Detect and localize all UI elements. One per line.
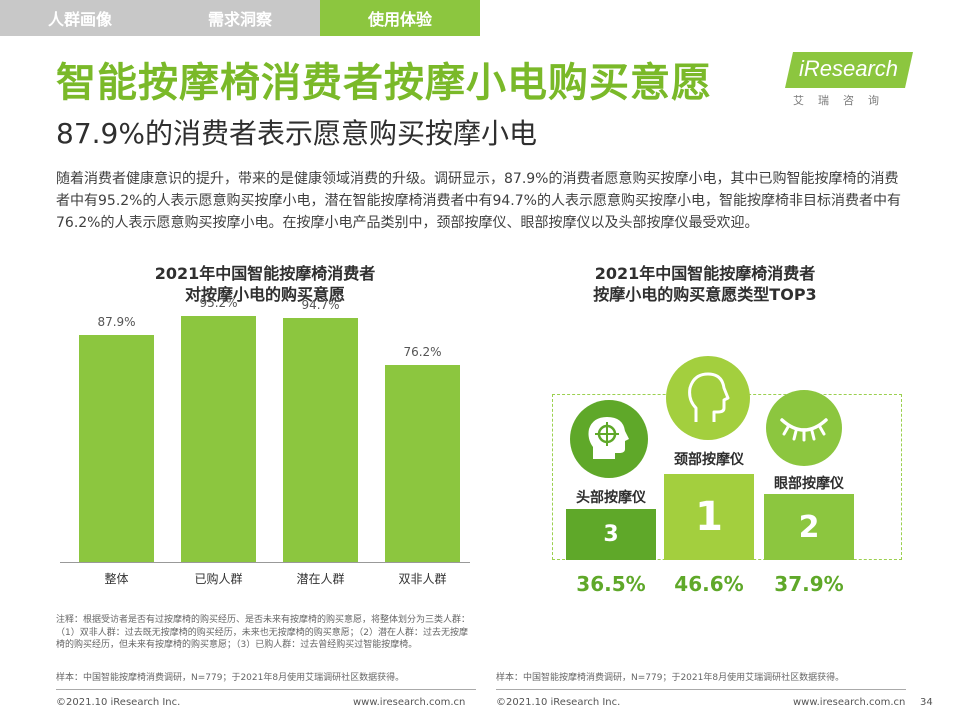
bar-category-label-2: 潜在人群	[296, 572, 345, 586]
logo-brand: iResearch	[799, 56, 899, 81]
tab-demand-insight[interactable]: 需求洞察	[160, 0, 320, 36]
chart-note: 注释：根据受访者是否有过按摩椅的购买经历、是否未来有按摩椅的购买意愿，将整体划分…	[56, 615, 471, 650]
podium-rank-2: 2	[764, 494, 854, 560]
footer-divider-left	[56, 689, 476, 690]
page-number: 34	[920, 697, 933, 708]
bar-value-label-2: 94.7%	[301, 297, 340, 312]
top3-title-line2: 按摩小电的购买意愿类型TOP3	[593, 285, 817, 304]
footer-copyright-right: ©2021.10 iResearch Inc.	[496, 697, 621, 708]
top3-item-head-pct: 36.5%	[576, 572, 646, 596]
section-nav: 人群画像 需求洞察 使用体验	[0, 0, 480, 36]
closed-eye-icon	[766, 390, 842, 466]
bar-category-label-1: 已购人群	[194, 572, 243, 586]
page-title: 智能按摩椅消费者按摩小电购买意愿	[56, 60, 712, 106]
logo-cn: 艾瑞咨询	[793, 94, 893, 107]
top3-item-eye-pct: 37.9%	[774, 572, 844, 596]
sample-note-right: 样本：中国智能按摩椅消费调研，N=779；于2021年8月使用艾瑞调研社区数据获…	[496, 673, 845, 683]
bar-value-label-3: 76.2%	[403, 345, 442, 360]
bar-1	[181, 316, 256, 562]
bar-chart-title: 2021年中国智能按摩椅消费者 对按摩小电的购买意愿	[100, 263, 430, 305]
podium-rank-3: 3	[566, 509, 656, 560]
bar-value-label-0: 87.9%	[97, 315, 136, 330]
iresearch-logo: iResearch 艾瑞咨询	[785, 50, 915, 110]
bar-2	[283, 317, 358, 562]
bar-chart-title-line1: 2021年中国智能按摩椅消费者	[154, 264, 376, 283]
bar-chart-title-line2: 对按摩小电的购买意愿	[184, 285, 345, 304]
podium-rank-1: 1	[664, 474, 754, 560]
bar-3	[385, 365, 460, 562]
summary-paragraph: 随着消费者健康意识的提升，带来的是健康领域消费的升级。调研显示，87.9%的消费…	[56, 171, 901, 231]
head-profile-icon	[666, 356, 750, 440]
rank-2-label: 2	[798, 509, 820, 545]
page-subtitle: 87.9%的消费者表示愿意购买按摩小电	[56, 117, 537, 150]
head-target-icon	[570, 400, 648, 478]
rank-3-label: 3	[603, 522, 619, 547]
logo-shape	[785, 52, 913, 88]
top3-item-head-name: 头部按摩仪	[576, 490, 646, 506]
bar-0	[79, 335, 154, 562]
top3-title-line1: 2021年中国智能按摩椅消费者	[594, 264, 816, 283]
footer-url-right: www.iresearch.com.cn	[793, 697, 906, 708]
footer-divider-right	[496, 689, 906, 690]
tab-usage-experience[interactable]: 使用体验	[320, 0, 480, 36]
top3-title: 2021年中国智能按摩椅消费者 按摩小电的购买意愿类型TOP3	[540, 263, 870, 305]
rank-1-label: 1	[695, 494, 723, 540]
bar-category-label-3: 双非人群	[398, 572, 447, 586]
top3-item-eye-name: 眼部按摩仪	[774, 476, 844, 492]
footer-copyright-left: ©2021.10 iResearch Inc.	[56, 697, 181, 708]
tab-user-profile[interactable]: 人群画像	[0, 0, 160, 36]
footer-url-left: www.iresearch.com.cn	[353, 697, 466, 708]
top3-item-neck-name: 颈部按摩仪	[674, 452, 744, 468]
bar-value-label-1: 95.2%	[199, 296, 238, 311]
top3-item-neck-pct: 46.6%	[674, 572, 744, 596]
bar-chart-axis	[60, 562, 470, 563]
sample-note-left: 样本：中国智能按摩椅消费调研，N=779；于2021年8月使用艾瑞调研社区数据获…	[56, 673, 405, 683]
bar-category-label-0: 整体	[104, 572, 129, 586]
